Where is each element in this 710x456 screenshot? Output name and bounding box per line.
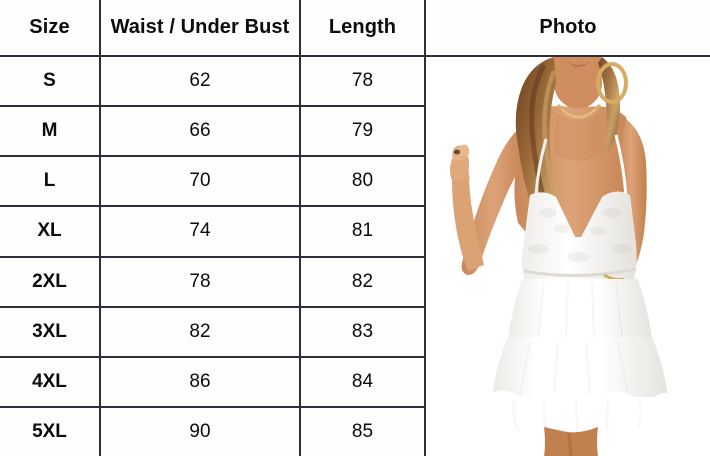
cell-length: 81: [300, 206, 426, 258]
cell-waist: 66: [100, 106, 301, 158]
cell-waist: 62: [100, 56, 301, 108]
product-photo-cell: [425, 56, 710, 456]
product-photo: [426, 57, 710, 456]
cell-size: 2XL: [0, 256, 101, 308]
table-row: L 70 80: [0, 156, 710, 208]
cell-size: L: [0, 156, 101, 208]
column-header-waist: Waist / Under Bust: [100, 0, 301, 57]
cell-size: 3XL: [0, 306, 101, 358]
table-row: XL 74 81: [0, 206, 710, 258]
cell-length: 83: [300, 306, 426, 358]
column-header-size: Size: [0, 0, 101, 57]
cell-length: 85: [300, 406, 426, 456]
cell-size: XL: [0, 206, 101, 258]
cell-length: 82: [300, 256, 426, 308]
cell-waist: 74: [100, 206, 301, 258]
column-header-photo: Photo: [425, 0, 710, 57]
cell-waist: 70: [100, 156, 301, 208]
cell-waist: 78: [100, 256, 301, 308]
table-row: S 62 78: [0, 56, 710, 456]
column-header-length: Length: [300, 0, 426, 57]
cell-size: M: [0, 106, 101, 158]
table-row: M 66 79: [0, 106, 710, 158]
table-row: 2XL 78 82: [0, 256, 710, 308]
cell-size: S: [0, 56, 101, 108]
cell-size: 5XL: [0, 406, 101, 456]
cell-length: 80: [300, 156, 426, 208]
table-row: 5XL 90 85: [0, 406, 710, 456]
table-row: 3XL 82 83: [0, 306, 710, 358]
table-row: 4XL 86 84: [0, 356, 710, 408]
cell-waist: 86: [100, 356, 301, 408]
cell-waist: 82: [100, 306, 301, 358]
cell-length: 79: [300, 106, 426, 158]
cell-length: 78: [300, 56, 426, 108]
cell-size: 4XL: [0, 356, 101, 408]
cell-waist: 90: [100, 406, 301, 456]
cell-length: 84: [300, 356, 426, 408]
table-header-row: Size Waist / Under Bust Length Photo: [0, 0, 710, 57]
